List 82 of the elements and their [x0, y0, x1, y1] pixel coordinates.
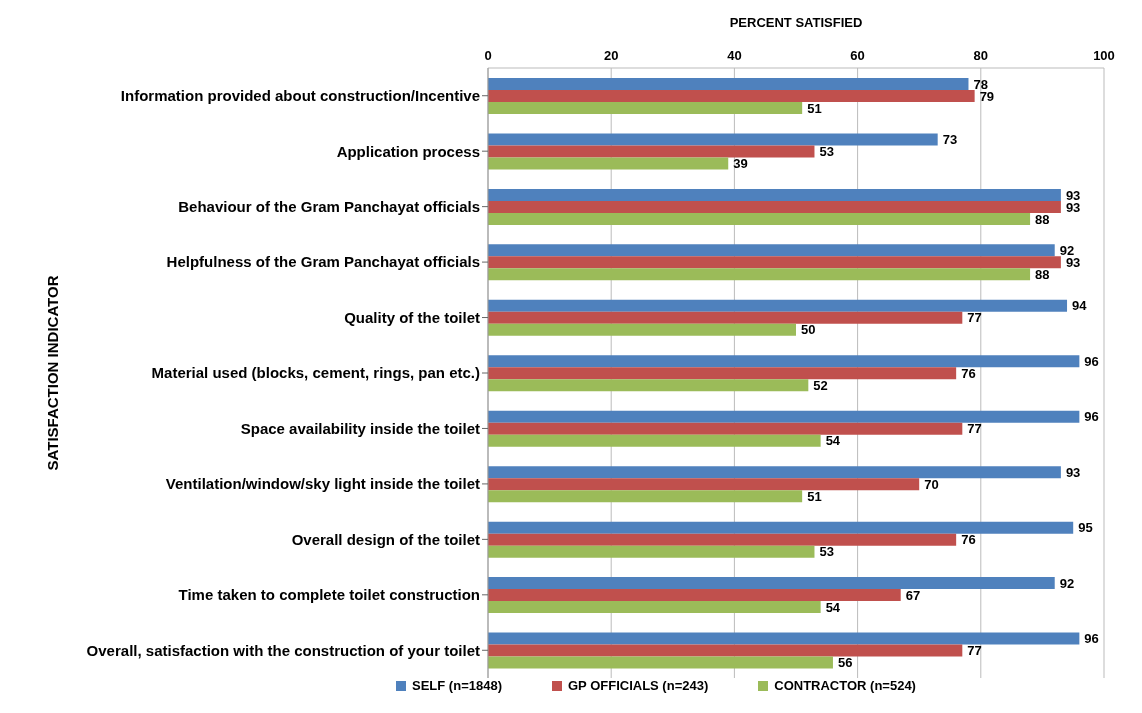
- bar: [488, 102, 803, 114]
- y-tick-label: Behaviour of the Gram Panchayat officials: [178, 197, 480, 215]
- bar: [488, 601, 821, 614]
- data-label: 76: [961, 532, 976, 548]
- data-label: 94: [1072, 298, 1088, 314]
- bar: [488, 490, 803, 503]
- data-label: 53: [819, 544, 834, 560]
- data-label: 54: [825, 433, 841, 449]
- bar: [488, 78, 969, 90]
- data-label: 95: [1078, 520, 1093, 536]
- bar: [488, 656, 833, 669]
- y-tick-label: Material used (blocks, cement, rings, pan etc.): [151, 364, 480, 382]
- legend-label: GP OFFICIALS (n=243): [567, 678, 709, 693]
- data-label: 96: [1084, 631, 1099, 647]
- y-tick-label: Overall design of the toilet: [291, 530, 480, 548]
- data-label: 53: [819, 144, 834, 160]
- bar: [488, 545, 815, 558]
- bar: [488, 145, 815, 158]
- data-label: 92: [1059, 575, 1075, 591]
- bar: [488, 311, 963, 324]
- data-label: 76: [961, 365, 976, 381]
- bar: [488, 244, 1055, 257]
- x-tick-label: 60: [850, 48, 865, 63]
- bar: [488, 355, 1080, 368]
- y-tick-label: Space availability inside the toilet: [240, 419, 480, 437]
- data-label: 73: [942, 132, 958, 148]
- bar: [488, 422, 963, 435]
- y-tick-label: Helpfulness of the Gram Panchayat officials: [166, 253, 480, 271]
- y-tick-label: Quality of the toilet: [344, 308, 480, 326]
- data-label: 96: [1084, 409, 1099, 425]
- bar: [488, 90, 975, 102]
- bar: [488, 410, 1080, 423]
- data-label: 39: [733, 156, 748, 172]
- bar: [488, 466, 1061, 479]
- y-tick-label: Ventilation/window/sky light inside the toilet: [165, 475, 480, 493]
- data-label: 67: [905, 587, 921, 603]
- data-label: 77: [967, 421, 982, 437]
- data-label: 77: [967, 310, 982, 326]
- bar: [488, 644, 963, 657]
- data-label: 54: [825, 599, 841, 615]
- x-axis-title: PERCENT SATISFIED: [729, 15, 863, 31]
- data-label: 52: [813, 377, 828, 393]
- bar: [488, 323, 796, 336]
- data-label: 56: [837, 655, 853, 671]
- x-tick-label: 20: [603, 48, 619, 63]
- bar: [488, 268, 1031, 281]
- x-tick-label: 80: [973, 48, 989, 63]
- data-label: 88: [1035, 266, 1050, 282]
- data-label: 96: [1084, 353, 1099, 369]
- data-label: 77: [967, 643, 982, 659]
- bar: [488, 632, 1080, 645]
- x-tick-label: 0: [484, 48, 492, 63]
- bar: [488, 133, 938, 146]
- data-label: 51: [807, 100, 822, 116]
- bar: [488, 200, 1061, 213]
- bar: [488, 589, 901, 602]
- bar: [488, 157, 729, 170]
- y-tick-label: Time taken to complete toilet construction: [178, 586, 480, 604]
- bar: [488, 434, 821, 447]
- data-label: 88: [1035, 211, 1050, 227]
- x-tick-label: 100: [1093, 48, 1115, 63]
- data-label: 93: [1065, 464, 1081, 480]
- legend-label: CONTRACTOR (n=524): [773, 678, 916, 693]
- x-tick-label: 40: [727, 48, 742, 63]
- data-label: 51: [807, 488, 822, 504]
- bar: [488, 533, 957, 546]
- bar: [488, 299, 1068, 312]
- data-label: 70: [924, 476, 939, 492]
- bar: [488, 521, 1074, 534]
- y-axis-title: SATISFACTION INDICATOR: [44, 275, 62, 471]
- y-tick-label: Information provided about construction/Incentive: [120, 87, 480, 105]
- bar: [488, 367, 957, 380]
- y-tick-label: Application process: [336, 142, 480, 160]
- bar: [488, 256, 1061, 269]
- legend-label: SELF (n=1848): [411, 678, 502, 693]
- bar: [488, 212, 1031, 225]
- bar: [488, 188, 1061, 201]
- bar: [488, 577, 1055, 590]
- bar: [488, 379, 809, 392]
- data-label: 50: [801, 322, 816, 338]
- y-tick-label: Overall, satisfaction with the construction of your toilet: [86, 641, 480, 659]
- bar: [488, 478, 920, 491]
